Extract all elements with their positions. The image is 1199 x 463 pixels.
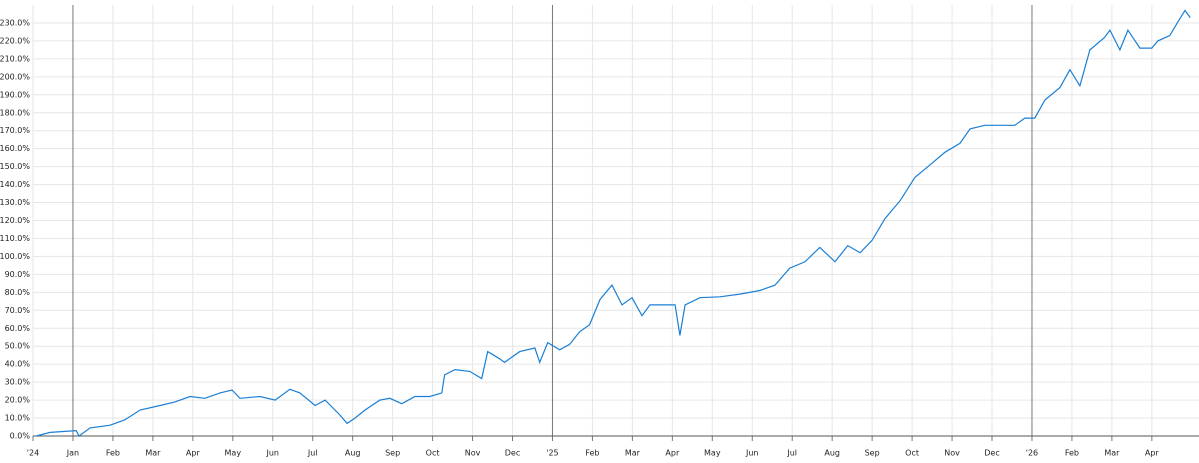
y-tick-label: 140.0% <box>0 180 30 189</box>
y-tick-label: 40.0% <box>5 360 31 369</box>
y-tick-label: 110.0% <box>0 234 30 243</box>
x-tick-label: May <box>704 449 721 458</box>
y-tick-label: 230.0% <box>0 18 30 27</box>
y-tick-label: 180.0% <box>0 108 30 117</box>
y-tick-label: 120.0% <box>0 216 30 225</box>
x-tick-label: Oct <box>905 449 919 458</box>
x-tick-label: Jul <box>786 449 797 458</box>
x-tick-label: Jun <box>266 449 280 458</box>
y-tick-label: 50.0% <box>5 342 31 351</box>
x-tick-label: Mar <box>1104 449 1120 458</box>
y-tick-label: 130.0% <box>0 198 30 207</box>
x-tick-label: Sep <box>385 449 400 458</box>
y-tick-label: 80.0% <box>5 288 31 297</box>
x-tick-label: Feb <box>106 449 120 458</box>
y-tick-label: 20.0% <box>5 396 31 405</box>
y-tick-label: 160.0% <box>0 144 30 153</box>
x-tick-label: Jul <box>307 449 318 458</box>
y-tick-label: 30.0% <box>5 378 31 387</box>
x-tick-label: Apr <box>186 449 201 458</box>
y-tick-label: 100.0% <box>0 252 30 261</box>
x-tick-label: Apr <box>665 449 680 458</box>
x-tick-label: Mar <box>145 449 161 458</box>
y-tick-label: 70.0% <box>5 306 31 315</box>
y-tick-label: 190.0% <box>0 90 30 99</box>
y-tick-label: 10.0% <box>5 414 31 423</box>
x-tick-label: Aug <box>824 449 840 458</box>
x-tick-label: Dec <box>505 449 520 458</box>
x-tick-label: Nov <box>465 449 481 458</box>
x-tick-label: Jun <box>745 449 759 458</box>
y-tick-label: 210.0% <box>0 54 30 63</box>
x-tick-label: Sep <box>865 449 880 458</box>
x-tick-label: Feb <box>1065 449 1079 458</box>
x-tick-label: May <box>225 449 242 458</box>
x-tick-label: '26 <box>1026 449 1038 458</box>
x-tick-label: Dec <box>984 449 999 458</box>
y-tick-label: 170.0% <box>0 126 30 135</box>
y-tick-label: 60.0% <box>5 324 31 333</box>
data-line <box>36 9 1191 437</box>
x-tick-label: Nov <box>944 449 960 458</box>
y-tick-label: 0.0% <box>10 432 31 441</box>
y-tick-label: 200.0% <box>0 72 30 81</box>
y-tick-label: 150.0% <box>0 162 30 171</box>
x-tick-label: Aug <box>345 449 361 458</box>
x-tick-label: Feb <box>585 449 599 458</box>
x-tick-label: '24 <box>27 449 39 458</box>
x-tick-label: Apr <box>1145 449 1160 458</box>
x-tick-label: Mar <box>625 449 641 458</box>
y-tick-label: 220.0% <box>0 36 30 45</box>
x-tick-label: '25 <box>546 449 558 458</box>
y-tick-label: 90.0% <box>5 270 31 279</box>
x-tick-label: Oct <box>426 449 440 458</box>
x-tick-label: Jan <box>66 449 79 458</box>
